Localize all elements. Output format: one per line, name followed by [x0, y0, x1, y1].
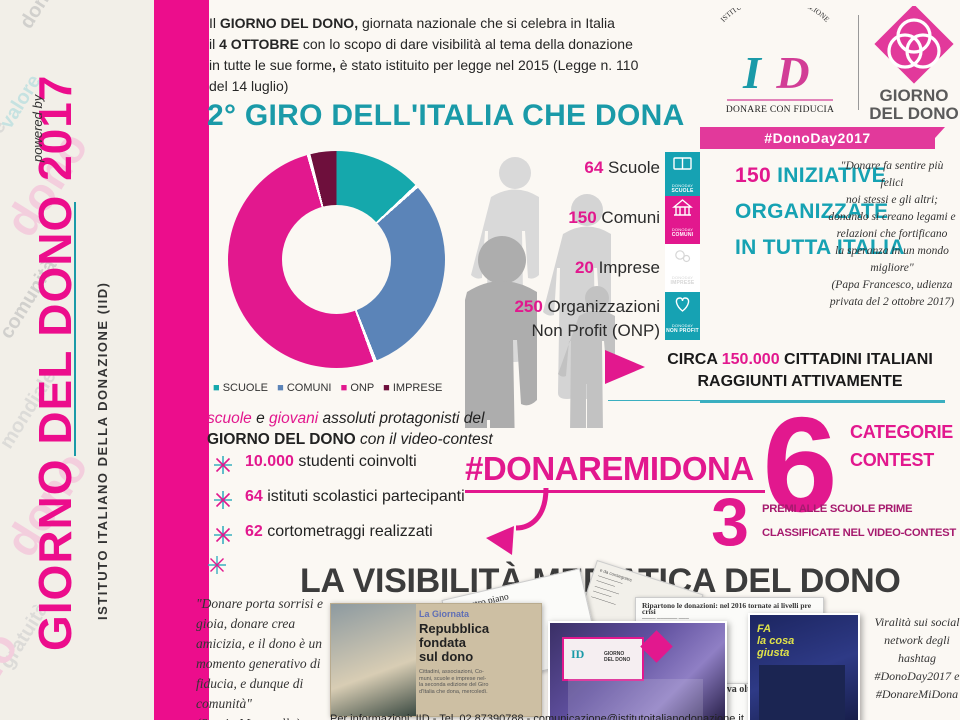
svg-text:I: I: [742, 47, 763, 98]
svg-text:donazione: donazione: [16, 0, 87, 33]
svg-text:mondiale: mondiale: [0, 117, 11, 203]
svg-text:ISTITUTO ITALIANO DONAZIONE: ISTITUTO ITALIANO DONAZIONE: [719, 8, 832, 24]
svg-text:D: D: [775, 47, 809, 98]
